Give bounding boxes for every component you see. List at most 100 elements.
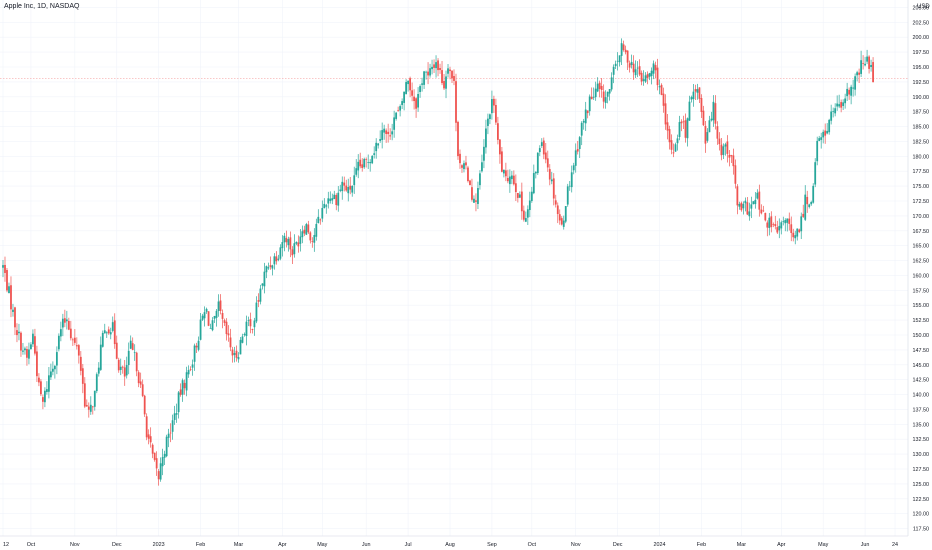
candle-body (756, 192, 759, 199)
candle-body (688, 101, 691, 121)
candle-body (425, 71, 427, 73)
price-tick-label: 142.50 (913, 378, 930, 384)
candle-body (754, 199, 757, 205)
candle-body (858, 72, 861, 75)
candle-body (185, 372, 188, 391)
candle-body (199, 319, 202, 340)
candle-body (16, 330, 18, 336)
candle-body (24, 348, 26, 351)
candle-body (870, 64, 872, 68)
candle-body (73, 337, 76, 343)
candle-body (359, 159, 362, 167)
candle-body (315, 223, 318, 237)
candle-body (449, 69, 451, 72)
candle-body (830, 111, 833, 121)
candle-body (584, 109, 587, 124)
candle-body (427, 71, 429, 76)
candle-body (451, 70, 453, 79)
candle-body (14, 307, 16, 328)
candle-body (616, 60, 619, 62)
candle-body (401, 101, 404, 105)
candle-body (740, 202, 743, 211)
currency-label: USD (917, 4, 930, 10)
candle-body (654, 65, 657, 71)
candle-body (323, 203, 326, 209)
candle-body (828, 119, 831, 133)
candle-body (564, 206, 567, 222)
candle-body (816, 140, 819, 162)
candle-body (752, 201, 755, 205)
price-tick-label: 182.50 (913, 139, 930, 145)
price-axis[interactable]: 205.00 202.50 200.00 197.50 195.00 192.50 190.… (913, 5, 930, 532)
candle-body (221, 313, 224, 319)
candle-body (343, 182, 346, 186)
price-tick-label: 125.00 (913, 482, 930, 488)
candle-body (173, 413, 176, 420)
candle-body (682, 121, 685, 123)
candle-body (83, 383, 86, 407)
price-tick-label: 147.50 (913, 348, 930, 354)
candle-body (357, 161, 360, 171)
candle-body (149, 436, 152, 443)
candle-body (491, 99, 493, 114)
candle-body (193, 345, 196, 362)
candle-body (437, 60, 439, 71)
time-axis[interactable]: 12 Oct Nov Dec 2023 Feb Mar Apr May Jun Jul Aug Sep O… (3, 542, 898, 548)
candle-body (241, 336, 244, 343)
candle-body (249, 319, 252, 327)
candle-body (215, 310, 218, 318)
candle-body (237, 357, 240, 360)
candle-body (780, 222, 783, 229)
candle-body (604, 97, 607, 103)
candle-body (183, 382, 186, 389)
candle-body (674, 144, 677, 152)
candle-body (26, 349, 28, 358)
candle-body (644, 75, 647, 82)
candle-body (389, 135, 392, 137)
candle-body (309, 232, 312, 241)
candle-body (528, 200, 531, 211)
candle-body (548, 169, 551, 180)
candle-body (311, 241, 314, 242)
candle-body (610, 77, 613, 90)
candle-body (251, 328, 254, 330)
candle-body (301, 231, 304, 238)
candle-body (768, 217, 771, 228)
candle-body (331, 198, 334, 201)
candle-body (133, 352, 136, 354)
candle-body (287, 239, 290, 246)
candle-body (618, 55, 621, 63)
candle-body (61, 318, 64, 328)
candle-body (285, 237, 288, 243)
candle-body (259, 288, 262, 302)
candle-body (520, 191, 523, 212)
candle-body (826, 130, 829, 134)
candle-body (728, 154, 731, 158)
candle-body (8, 286, 10, 294)
candle-body (105, 332, 108, 334)
candle-body (866, 56, 868, 62)
candle-body (868, 56, 870, 69)
candle-body (586, 110, 589, 114)
time-tick-label: Jun (362, 542, 371, 548)
candle-body (522, 210, 525, 220)
candle-body (786, 218, 789, 223)
candle-body (121, 366, 124, 368)
candle-body (560, 218, 563, 225)
candle-body (439, 68, 441, 71)
candle-body (824, 130, 827, 136)
candle-body (534, 171, 537, 174)
candle-body (243, 334, 246, 336)
candle-body (207, 311, 210, 326)
candle-body (538, 148, 541, 153)
candle-body (810, 201, 813, 205)
candle-body (666, 122, 669, 131)
candle-body (10, 285, 12, 310)
candle-body (463, 163, 465, 170)
candle-body (550, 179, 553, 182)
candle-body (838, 104, 841, 107)
candle-body (602, 91, 605, 102)
candle-body (746, 202, 749, 215)
price-tick-label: 120.00 (913, 512, 930, 518)
